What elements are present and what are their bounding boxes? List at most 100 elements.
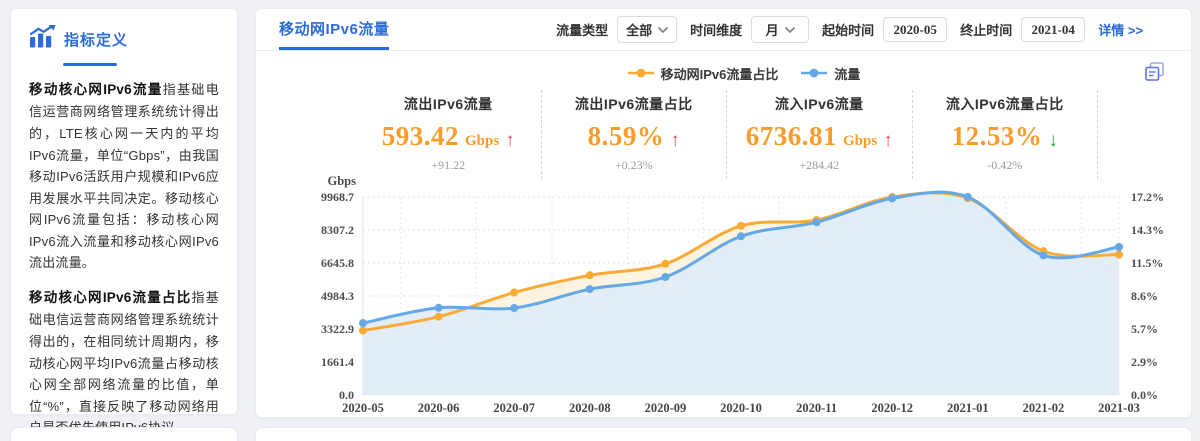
data-point-traffic-2020-10 <box>737 232 745 241</box>
data-point-traffic-2020-08 <box>585 285 594 294</box>
time-dimension-select[interactable]: 月 <box>751 16 810 43</box>
panel-header: 移动网IPv6流量 流量类型 全部 时间维度 月 起始时间 终止时间 详情 >> <box>256 9 1191 51</box>
definition-term: 移动核心网IPv6流量 <box>29 82 163 97</box>
time-dimension-label: 时间维度 <box>690 23 743 38</box>
stat-value-row: 12.53% ↓ <box>917 121 1094 152</box>
stat-card-3: 流入IPv6流量 6736.81 Gbps ↑ +284.42 <box>727 90 913 179</box>
stat-value-row: 6736.81 Gbps ↑ <box>731 121 908 152</box>
definition-header: 指标定义 <box>29 25 219 54</box>
stat-card-4: 流入IPv6流量占比 12.53% ↓ -0.42% <box>913 90 1098 179</box>
x-axis-label: 2020-07 <box>493 401 535 415</box>
time-dimension-value: 月 <box>765 23 779 38</box>
end-time-input[interactable] <box>1021 17 1086 42</box>
stat-title: 流入IPv6流量占比 <box>945 96 1064 112</box>
definition-title-underline <box>63 63 117 66</box>
data-point-traffic-2020-05 <box>359 319 367 328</box>
x-axis-label: 2020-10 <box>720 401 762 415</box>
legend-label: 流量 <box>834 66 861 82</box>
legend-line-marker <box>627 68 654 78</box>
sidebar-next-card-edge <box>10 427 238 441</box>
x-axis-label: 2020-11 <box>796 401 837 415</box>
y-axis-tick-left: 0.0 <box>339 388 354 402</box>
legend-item-ratio[interactable]: 移动网IPv6流量占比 <box>627 64 779 83</box>
end-time-label: 终止时间 <box>960 23 1013 38</box>
x-axis-label: 2020-05 <box>342 401 384 415</box>
y-axis-tick-right: 0.0% <box>1131 388 1158 402</box>
data-point-traffic-2021-01 <box>963 193 972 201</box>
stat-value: 593.42 <box>381 121 460 151</box>
stat-delta: +284.42 <box>799 158 840 172</box>
data-point-ratio-2020-05 <box>359 326 367 335</box>
stat-unit: Gbps <box>843 133 878 149</box>
chart-legend: 移动网IPv6流量占比 流量 <box>256 60 1191 86</box>
details-link[interactable]: 详情 >> <box>1098 23 1143 38</box>
stat-cards-row: 流出IPv6流量 593.42 Gbps ↑ +91.22 流出IPv6流量占比 8.59%… <box>356 90 1098 179</box>
definition-body: 移动核心网IPv6流量指基础电信运营商网络管理系统统计得出的，LTE核心网一天内… <box>29 79 219 439</box>
y-axis-tick-left: 4984.3 <box>321 289 354 303</box>
ipv6-traffic-line-chart: 0.0 1661.4 3322.9 4984.3 6645.8 8307.2 9968.7 0… <box>321 174 1164 415</box>
stat-card-1: 流出IPv6流量 593.42 Gbps ↑ +91.22 <box>356 90 542 179</box>
y-axis-tick-left: 9968.7 <box>321 190 354 204</box>
x-axis-label: 2020-09 <box>645 401 687 415</box>
trend-up-icon: ↑ <box>505 130 515 151</box>
start-time-label: 起始时间 <box>822 23 875 38</box>
start-time-input[interactable] <box>883 17 948 42</box>
stat-title: 流出IPv6流量 <box>403 96 493 112</box>
x-axis-label: 2021-02 <box>1023 401 1065 415</box>
y-axis-tick-left: 1661.4 <box>321 355 354 369</box>
traffic-panel: 移动网IPv6流量 流量类型 全部 时间维度 月 起始时间 终止时间 详情 >>… <box>255 8 1192 418</box>
filter-bar: 流量类型 全部 时间维度 月 起始时间 终止时间 详情 >> <box>556 9 1191 50</box>
legend-line-marker <box>801 68 828 78</box>
trend-down-icon: ↓ <box>1048 130 1058 151</box>
stat-delta: +91.22 <box>431 158 466 172</box>
traffic-type-select[interactable]: 全部 <box>617 16 678 43</box>
x-axis-label: 2020-12 <box>871 401 913 415</box>
y-axis-tick-right: 14.3% <box>1131 223 1164 237</box>
data-point-traffic-2021-02 <box>1039 251 1048 260</box>
definition-paragraph: 移动核心网IPv6流量占比指基础电信运营商网络管理系统统计得出的，在相同统计周期… <box>29 290 219 435</box>
y-axis-tick-left: 6645.8 <box>321 256 354 270</box>
trend-up-icon: ↑ <box>883 130 893 151</box>
data-point-traffic-2020-09 <box>661 273 670 281</box>
y-axis-tick-right: 5.7% <box>1131 322 1158 336</box>
bar-chart-trend-icon <box>29 25 56 54</box>
y-axis-unit-label: Gbps <box>328 174 357 188</box>
data-point-traffic-2020-12 <box>888 194 897 203</box>
stat-title: 流出IPv6流量占比 <box>574 96 693 112</box>
y-axis-tick-left: 8307.2 <box>321 223 354 237</box>
traffic-type-label: 流量类型 <box>556 23 609 38</box>
y-axis-tick-left: 3322.9 <box>321 322 354 336</box>
traffic-type-value: 全部 <box>626 23 653 38</box>
chart-axis-labels: 0.0 1661.4 3322.9 4984.3 6645.8 8307.2 9968.7 0… <box>321 174 1164 415</box>
data-point-ratio-2020-09 <box>661 259 670 268</box>
y-axis-tick-right: 11.5% <box>1131 256 1163 270</box>
data-point-traffic-2021-03 <box>1115 243 1123 251</box>
area-fill-traffic <box>363 192 1119 395</box>
tab-mobile-ipv6-traffic[interactable]: 移动网IPv6流量 <box>279 9 390 50</box>
x-axis-label: 2021-03 <box>1098 401 1140 415</box>
legend-label: 移动网IPv6流量占比 <box>660 66 779 82</box>
chevron-down-icon <box>658 26 668 33</box>
stat-unit: Gbps <box>465 133 500 149</box>
legend-item-traffic[interactable]: 流量 <box>800 64 860 83</box>
stat-value: 12.53% <box>951 121 1043 151</box>
trend-up-icon: ↑ <box>670 130 680 151</box>
chevron-down-icon <box>784 26 795 33</box>
y-axis-tick-right: 17.2% <box>1131 190 1164 204</box>
data-point-traffic-2020-07 <box>510 304 519 312</box>
main-next-card-edge <box>255 427 1192 441</box>
stat-value-row: 8.59% ↑ <box>546 121 723 152</box>
data-view-icon[interactable] <box>1144 61 1165 87</box>
x-axis-label: 2020-06 <box>418 401 460 415</box>
stat-value-row: 593.42 Gbps ↑ <box>360 121 537 152</box>
data-point-ratio-2021-03 <box>1115 250 1123 259</box>
stat-title: 流入IPv6流量 <box>774 96 864 112</box>
data-point-ratio-2020-08 <box>585 271 594 280</box>
definition-card: 指标定义 移动核心网IPv6流量指基础电信运营商网络管理系统统计得出的，LTE核… <box>10 8 238 435</box>
stat-value: 8.59% <box>587 121 665 151</box>
y-axis-tick-right: 8.6% <box>1131 289 1158 303</box>
definition-title: 指标定义 <box>64 32 129 49</box>
definition-paragraph: 移动核心网IPv6流量指基础电信运营商网络管理系统统计得出的，LTE核心网一天内… <box>29 82 219 271</box>
data-point-traffic-2020-11 <box>812 218 821 227</box>
stat-delta: -0.42% <box>987 158 1023 172</box>
